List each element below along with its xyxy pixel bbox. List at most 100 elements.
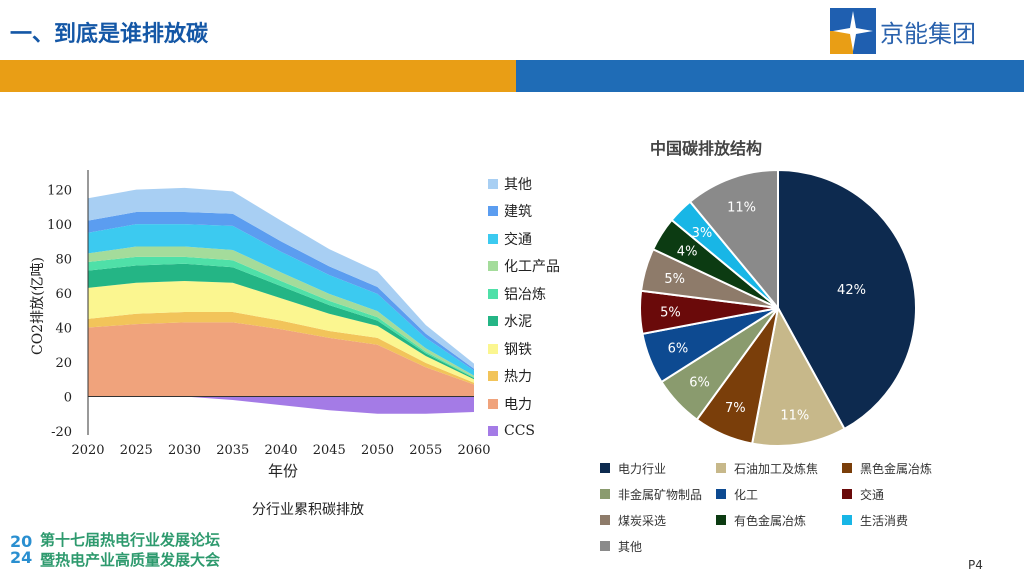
pie-legend-item: 交通 bbox=[842, 484, 962, 504]
area-legend: 其他建筑交通化工产品铝冶炼水泥钢铁热力电力 CCS bbox=[488, 170, 560, 445]
legend-label: 电力 bbox=[504, 396, 532, 413]
area-series-化工产品 bbox=[88, 246, 474, 378]
footer-event: 2024 第十七届热电行业发展论坛 暨热电产业高质量发展大会 bbox=[10, 530, 220, 570]
legend-item: 热力 bbox=[488, 363, 560, 391]
legend-swatch bbox=[842, 515, 852, 525]
area-series-铝冶炼 bbox=[88, 256, 474, 379]
legend-label: 其他 bbox=[618, 539, 643, 554]
x-tick-label: 2035 bbox=[216, 443, 249, 458]
legend-label: 其他 bbox=[504, 176, 532, 193]
x-axis-label: 年份 bbox=[268, 462, 298, 480]
area-series-热力 bbox=[88, 312, 474, 385]
pie-legend-item: 电力行业 bbox=[600, 458, 712, 478]
y-tick-label: 40 bbox=[55, 322, 72, 337]
pie-chart: 42% 11% 7% 6% 6% 5% 5% 4% 3% 11% bbox=[639, 168, 917, 447]
legend-item: 其他 bbox=[488, 170, 560, 198]
y-tick-label: 100 bbox=[47, 218, 72, 233]
x-tick-label: 2055 bbox=[409, 443, 442, 458]
y-tick-label: 120 bbox=[47, 184, 72, 199]
legend-swatch bbox=[716, 463, 726, 473]
legend-swatch bbox=[600, 541, 610, 551]
legend-label: 石油加工及炼焦 bbox=[734, 461, 819, 476]
legend-swatch bbox=[488, 178, 498, 189]
logo-text: 京能集团 bbox=[880, 20, 976, 48]
pie-legend-item: 黑色金属冶炼 bbox=[842, 458, 962, 478]
area-chart: 120 100 80 60 40 20 0 -20 2020 2025 2030 2035 2040 20… bbox=[30, 170, 491, 480]
legend-swatch bbox=[600, 489, 610, 499]
legend-label: 建筑 bbox=[504, 204, 532, 221]
x-tick-label: 2040 bbox=[264, 443, 297, 458]
pie-legend-item: 非金属矿物制品 bbox=[600, 484, 712, 504]
legend-swatch bbox=[716, 489, 726, 499]
footer-year-mark: 2024 bbox=[10, 532, 33, 567]
y-tick-label: -20 bbox=[51, 425, 72, 440]
legend-label: 交通 bbox=[860, 487, 885, 502]
legend-label: 有色金属冶炼 bbox=[734, 513, 807, 528]
area-series-交通 bbox=[88, 224, 474, 376]
legend-item: 电力 bbox=[488, 390, 560, 418]
legend-label: 铝冶炼 bbox=[504, 286, 546, 303]
legend-item: CCS bbox=[488, 418, 560, 446]
legend-swatch bbox=[488, 206, 498, 217]
legend-label: 交通 bbox=[504, 231, 532, 248]
legend-swatch bbox=[488, 316, 498, 327]
x-tick-label: 2060 bbox=[457, 443, 490, 458]
pie-data-label: 5% bbox=[660, 305, 681, 320]
legend-swatch bbox=[716, 515, 726, 525]
legend-label: 化工 bbox=[734, 487, 759, 502]
legend-item: 交通 bbox=[488, 225, 560, 253]
pie-legend: 电力行业 石油加工及炼焦 黑色金属冶炼非金属矿物制品 化工 交通煤炭采选 有色金属冶炼 生活… bbox=[600, 458, 1000, 556]
legend-label: 水泥 bbox=[504, 314, 532, 331]
legend-label: 化工产品 bbox=[504, 259, 560, 276]
legend-label: 热力 bbox=[504, 369, 532, 386]
pie-legend-item: 生活消费 bbox=[842, 510, 962, 530]
legend-label: 生活消费 bbox=[860, 513, 909, 528]
pie-data-label: 3% bbox=[692, 226, 713, 241]
legend-label: 钢铁 bbox=[504, 341, 532, 358]
footer-line-1: 第十七届热电行业发展论坛 bbox=[40, 531, 221, 549]
pie-data-label: 6% bbox=[689, 376, 710, 391]
legend-item: 水泥 bbox=[488, 308, 560, 336]
pie-legend-item: 煤炭采选 bbox=[600, 510, 712, 530]
logo: 京能集团 bbox=[828, 6, 1008, 56]
pie-chart-title: 中国碳排放结构 bbox=[650, 139, 763, 158]
legend-label: 黑色金属冶炼 bbox=[860, 461, 933, 476]
pie-data-label: 11% bbox=[780, 408, 809, 423]
legend-swatch bbox=[488, 426, 498, 437]
x-tick-label: 2020 bbox=[71, 443, 104, 458]
y-tick-label: 80 bbox=[55, 253, 72, 268]
header-bar-orange bbox=[0, 60, 516, 92]
y-tick-label: 20 bbox=[55, 356, 72, 371]
pie-legend-item: 化工 bbox=[716, 484, 838, 504]
legend-swatch bbox=[600, 463, 610, 473]
x-tick-label: 2050 bbox=[361, 443, 394, 458]
pie-data-label: 4% bbox=[677, 244, 698, 259]
pie-slice-其他 bbox=[688, 168, 779, 311]
pie-data-label: 7% bbox=[725, 401, 746, 416]
page-number: P4 bbox=[968, 558, 983, 572]
legend-swatch bbox=[488, 398, 498, 409]
legend-label: 非金属矿物制品 bbox=[618, 487, 703, 502]
legend-swatch bbox=[488, 233, 498, 244]
legend-swatch bbox=[488, 371, 498, 382]
y-tick-label: 60 bbox=[55, 287, 72, 302]
legend-label: 煤炭采选 bbox=[618, 513, 667, 528]
area-chart-caption: 分行业累积碳排放 bbox=[252, 502, 364, 518]
legend-item: 铝冶炼 bbox=[488, 280, 560, 308]
header-bar-blue bbox=[516, 60, 1024, 92]
area-series-水泥 bbox=[88, 263, 474, 380]
x-tick-label: 2025 bbox=[120, 443, 153, 458]
legend-swatch bbox=[842, 463, 852, 473]
pie-legend-item: 有色金属冶炼 bbox=[716, 510, 838, 530]
legend-swatch bbox=[842, 489, 852, 499]
footer-line-2: 暨热电产业高质量发展大会 bbox=[40, 551, 221, 569]
pie-legend-item: 其他 bbox=[600, 536, 712, 556]
legend-item: 化工产品 bbox=[488, 253, 560, 281]
area-series-建筑 bbox=[88, 212, 474, 371]
legend-swatch bbox=[488, 343, 498, 354]
legend-swatch bbox=[600, 515, 610, 525]
x-tick-label: 2045 bbox=[313, 443, 346, 458]
logo-star-icon bbox=[830, 8, 876, 54]
legend-item: 钢铁 bbox=[488, 335, 560, 363]
area-series-电力 bbox=[88, 322, 474, 397]
